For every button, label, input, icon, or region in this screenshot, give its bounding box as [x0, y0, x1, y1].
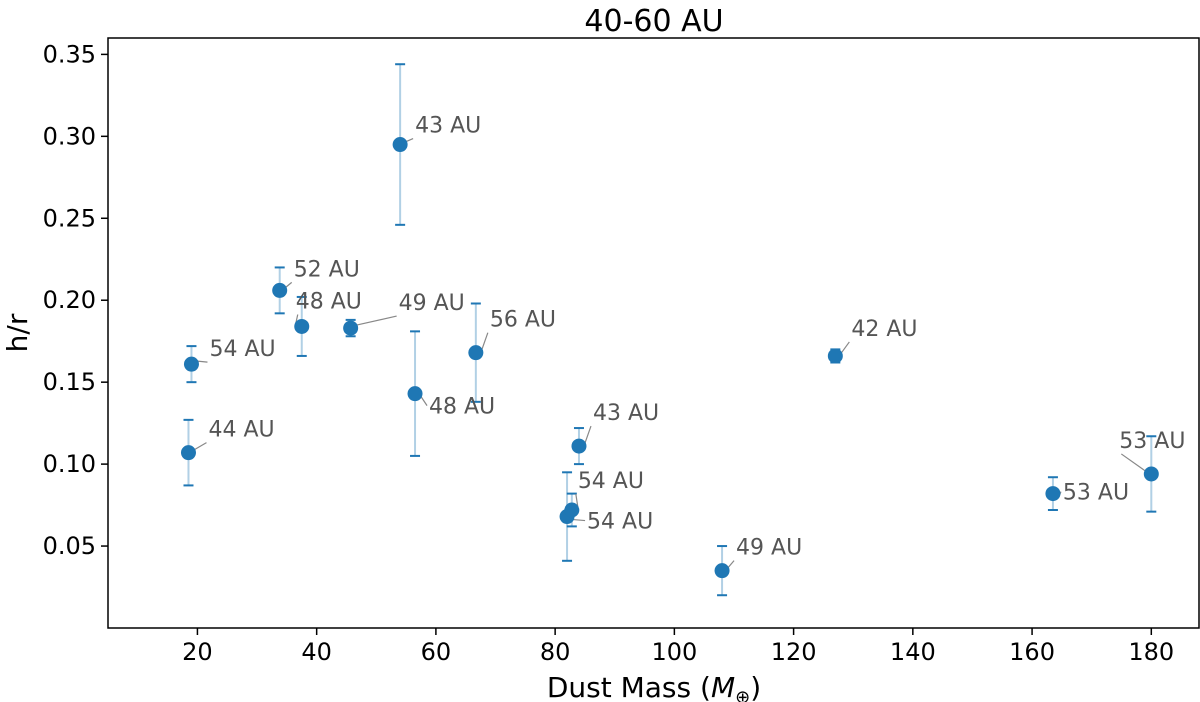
x-tick-label: 160 [1009, 638, 1055, 666]
point-label: 53 AU [1119, 429, 1185, 454]
x-tick-label: 180 [1128, 638, 1174, 666]
x-tick-label: 40 [301, 638, 332, 666]
y-axis-label: h/r [1, 313, 34, 352]
point-label: 49 AU [399, 291, 465, 316]
y-tick-label: 0.30 [43, 122, 96, 150]
error-bars [183, 63, 1157, 597]
point-label: 48 AU [429, 395, 495, 420]
x-axis-label-text: Dust Mass ( [547, 671, 711, 702]
y-tick-label: 0.05 [43, 532, 96, 560]
annotation-leader [481, 332, 489, 350]
x-axis-label-symbol: M [711, 671, 735, 702]
annotation-leader [575, 493, 579, 508]
data-point [392, 137, 408, 153]
annotation-leader [285, 281, 293, 288]
y-axis: 0.05 0.10 0.15 0.20 0.25 0.30 0.35 [43, 40, 108, 560]
annotation-leader [840, 341, 850, 354]
data-markers [180, 137, 1159, 579]
point-label: 54 AU [209, 337, 275, 362]
data-point [183, 356, 199, 372]
annotation-leaders [194, 137, 1146, 569]
point-label: 56 AU [490, 308, 556, 333]
point-label: 43 AU [593, 401, 659, 426]
annotation-leader [573, 518, 586, 522]
y-tick-label: 0.10 [43, 450, 96, 478]
data-point [407, 386, 423, 402]
x-axis-label-subscript: ⊕ [735, 687, 750, 702]
data-point [468, 345, 484, 361]
x-tick-label: 20 [182, 638, 213, 666]
annotation-leader [727, 560, 735, 569]
point-annotations: 44 AU 54 AU 52 AU 48 AU 49 AU 43 AU 48 AU 56 AU… [208, 114, 1185, 561]
point-label: 54 AU [587, 510, 653, 535]
point-label: 42 AU [851, 317, 917, 342]
annotation-leader [405, 137, 414, 143]
data-point [294, 318, 310, 334]
point-label: 52 AU [294, 257, 360, 282]
annotation-leader [356, 315, 397, 326]
point-label: 48 AU [296, 289, 362, 314]
data-point [180, 445, 196, 461]
x-tick-label: 80 [540, 638, 571, 666]
annotation-leader [1120, 453, 1146, 472]
annotation-leader [420, 396, 428, 406]
x-tick-label: 140 [890, 638, 936, 666]
point-label: 44 AU [208, 418, 274, 443]
annotation-leader [197, 360, 208, 363]
annotation-leader [194, 442, 207, 451]
data-point [1045, 486, 1061, 502]
y-tick-label: 0.15 [43, 368, 96, 396]
chart-title: 40-60 AU [584, 4, 723, 39]
data-point [714, 563, 730, 579]
annotation-leader [584, 425, 592, 444]
data-point [564, 502, 580, 518]
y-tick-label: 0.25 [43, 204, 96, 232]
y-tick-label: 0.20 [43, 286, 96, 314]
data-point [343, 320, 359, 336]
x-axis-label: Dust Mass (M⊕) [547, 671, 761, 702]
data-point [272, 282, 288, 298]
x-axis-label-close: ) [750, 671, 761, 702]
data-point [1143, 466, 1159, 482]
x-tick-label: 60 [421, 638, 452, 666]
point-label: 53 AU [1063, 481, 1129, 506]
data-point [571, 438, 587, 454]
x-axis: 20 40 60 80 100 120 140 160 180 [182, 628, 1174, 666]
point-label: 54 AU [578, 469, 644, 494]
plot-frame [107, 37, 1200, 629]
x-tick-label: 100 [651, 638, 697, 666]
data-point [827, 348, 843, 364]
point-label: 43 AU [415, 114, 481, 139]
y-tick-label: 0.35 [43, 40, 96, 68]
x-tick-label: 120 [771, 638, 817, 666]
point-label: 49 AU [736, 536, 802, 561]
